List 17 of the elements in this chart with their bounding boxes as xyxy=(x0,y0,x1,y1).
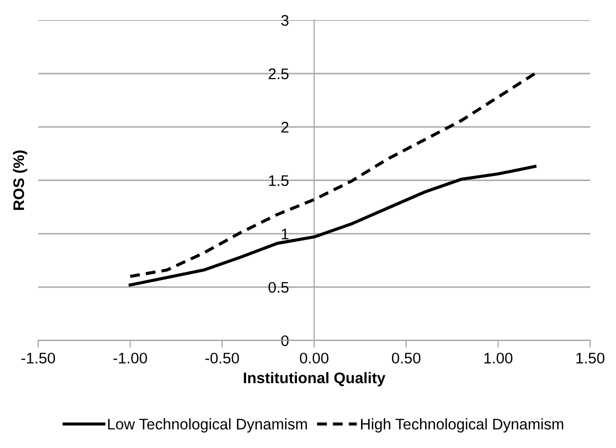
x-tick-label: 1.50 xyxy=(576,352,604,364)
x-axis-title: Institutional Quality xyxy=(244,372,386,386)
y-axis-title: ROS (%) xyxy=(12,150,28,210)
x-tick-label: -1.50 xyxy=(21,352,56,364)
y-tick-label: 2 xyxy=(281,122,288,132)
legend-label: Low Technological Dynamism xyxy=(108,418,307,433)
y-tick-label: 1 xyxy=(282,228,288,240)
y-tick-label: 2.5 xyxy=(268,68,289,80)
y-tick-label: 0.5 xyxy=(268,282,289,293)
x-tick-label: -0.50 xyxy=(205,352,239,364)
y-tick-label: 1.5 xyxy=(269,175,289,186)
x-tick-label: -1.00 xyxy=(113,352,147,364)
x-tick-label: 0.00 xyxy=(300,352,328,364)
y-tick-label: 3 xyxy=(281,15,288,26)
x-tick-label: 0.50 xyxy=(392,352,420,364)
legend-label: High Technological Dynamism xyxy=(361,418,564,433)
x-tick-label: 1.00 xyxy=(484,352,512,364)
